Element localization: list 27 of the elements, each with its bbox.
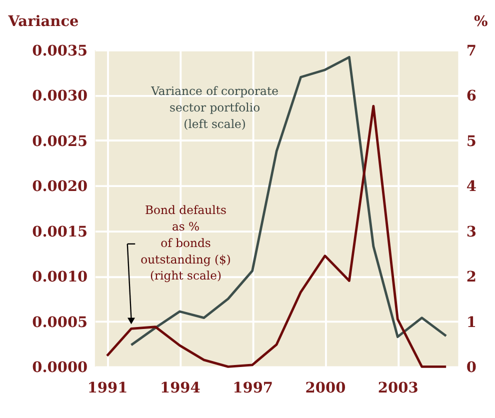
x-tick-label: 2000	[305, 379, 346, 396]
y-tick-label: 0.0000	[32, 359, 88, 376]
y2-tick-label: 7	[466, 42, 477, 60]
y-axis-title: Variance	[7, 13, 79, 30]
y2-tick-label: 3	[466, 223, 477, 240]
y2-tick-label: 1	[466, 314, 477, 331]
y2-tick-label: 4	[466, 178, 477, 196]
x-tick-label: 1991	[87, 379, 128, 396]
y-tick-label: 0.0035	[32, 42, 88, 60]
y2-axis-title: %	[474, 13, 488, 30]
line-series	[106, 104, 448, 368]
line-series	[130, 56, 448, 346]
y2-tick-label: 5	[466, 132, 477, 150]
y-tick-label: 0.0005	[32, 314, 88, 331]
text: Bond defaults as % of bonds outstanding ($) (right scale)	[140, 202, 231, 283]
y-tick-label: 0.0015	[32, 223, 88, 240]
y-tick-label: 0.0025	[32, 132, 88, 150]
x-tick-label: 1997	[232, 379, 274, 396]
y-tick-label: 0.0020	[32, 178, 88, 196]
y-tick-label: 0.0010	[32, 268, 88, 286]
x-tick-label: 2003	[378, 379, 418, 396]
y2-tick-label: 0	[466, 359, 477, 376]
y2-tick-label: 6	[466, 88, 477, 105]
y-tick-label: 0.0030	[32, 88, 88, 105]
series-label: Variance of corporate sector portfolio (left scale)	[150, 84, 279, 132]
x-tick-label: 1994	[160, 379, 200, 396]
y2-tick-label: 2	[466, 268, 477, 286]
